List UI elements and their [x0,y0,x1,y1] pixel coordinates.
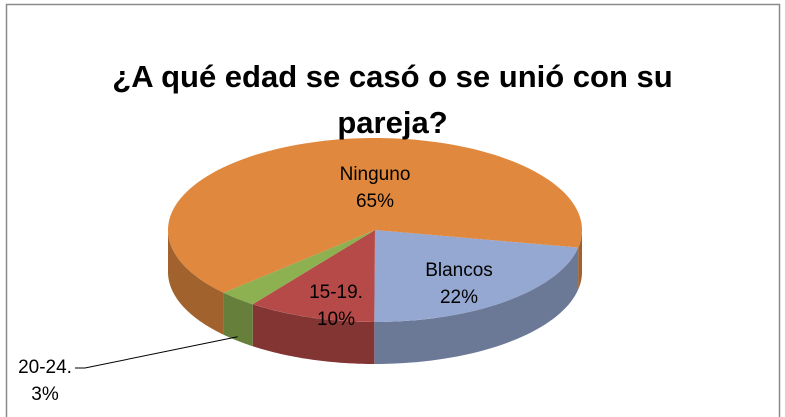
leader-line [75,336,238,369]
slice-side [374,247,579,364]
chart-border [5,3,781,417]
slice [252,230,375,322]
data-label-value: 65% [356,191,394,212]
data-label-category: Ninguno [340,164,411,185]
data-label-category: 20-24. [18,357,72,378]
slice [223,230,375,305]
chart-title: ¿A qué edad se casó o se unió con su par… [112,59,673,140]
slice-side [168,230,224,335]
data-label-category: Blancos [425,260,493,281]
slice-side [578,230,582,290]
data-label-value: 3% [31,384,59,405]
data-label-value: 10% [317,309,355,330]
data-label-category: 15-19. [309,282,363,303]
data-label-value: 22% [440,287,478,308]
slice [168,138,583,293]
slice-side [223,292,253,347]
slice-side [252,304,375,364]
slice [374,230,579,323]
